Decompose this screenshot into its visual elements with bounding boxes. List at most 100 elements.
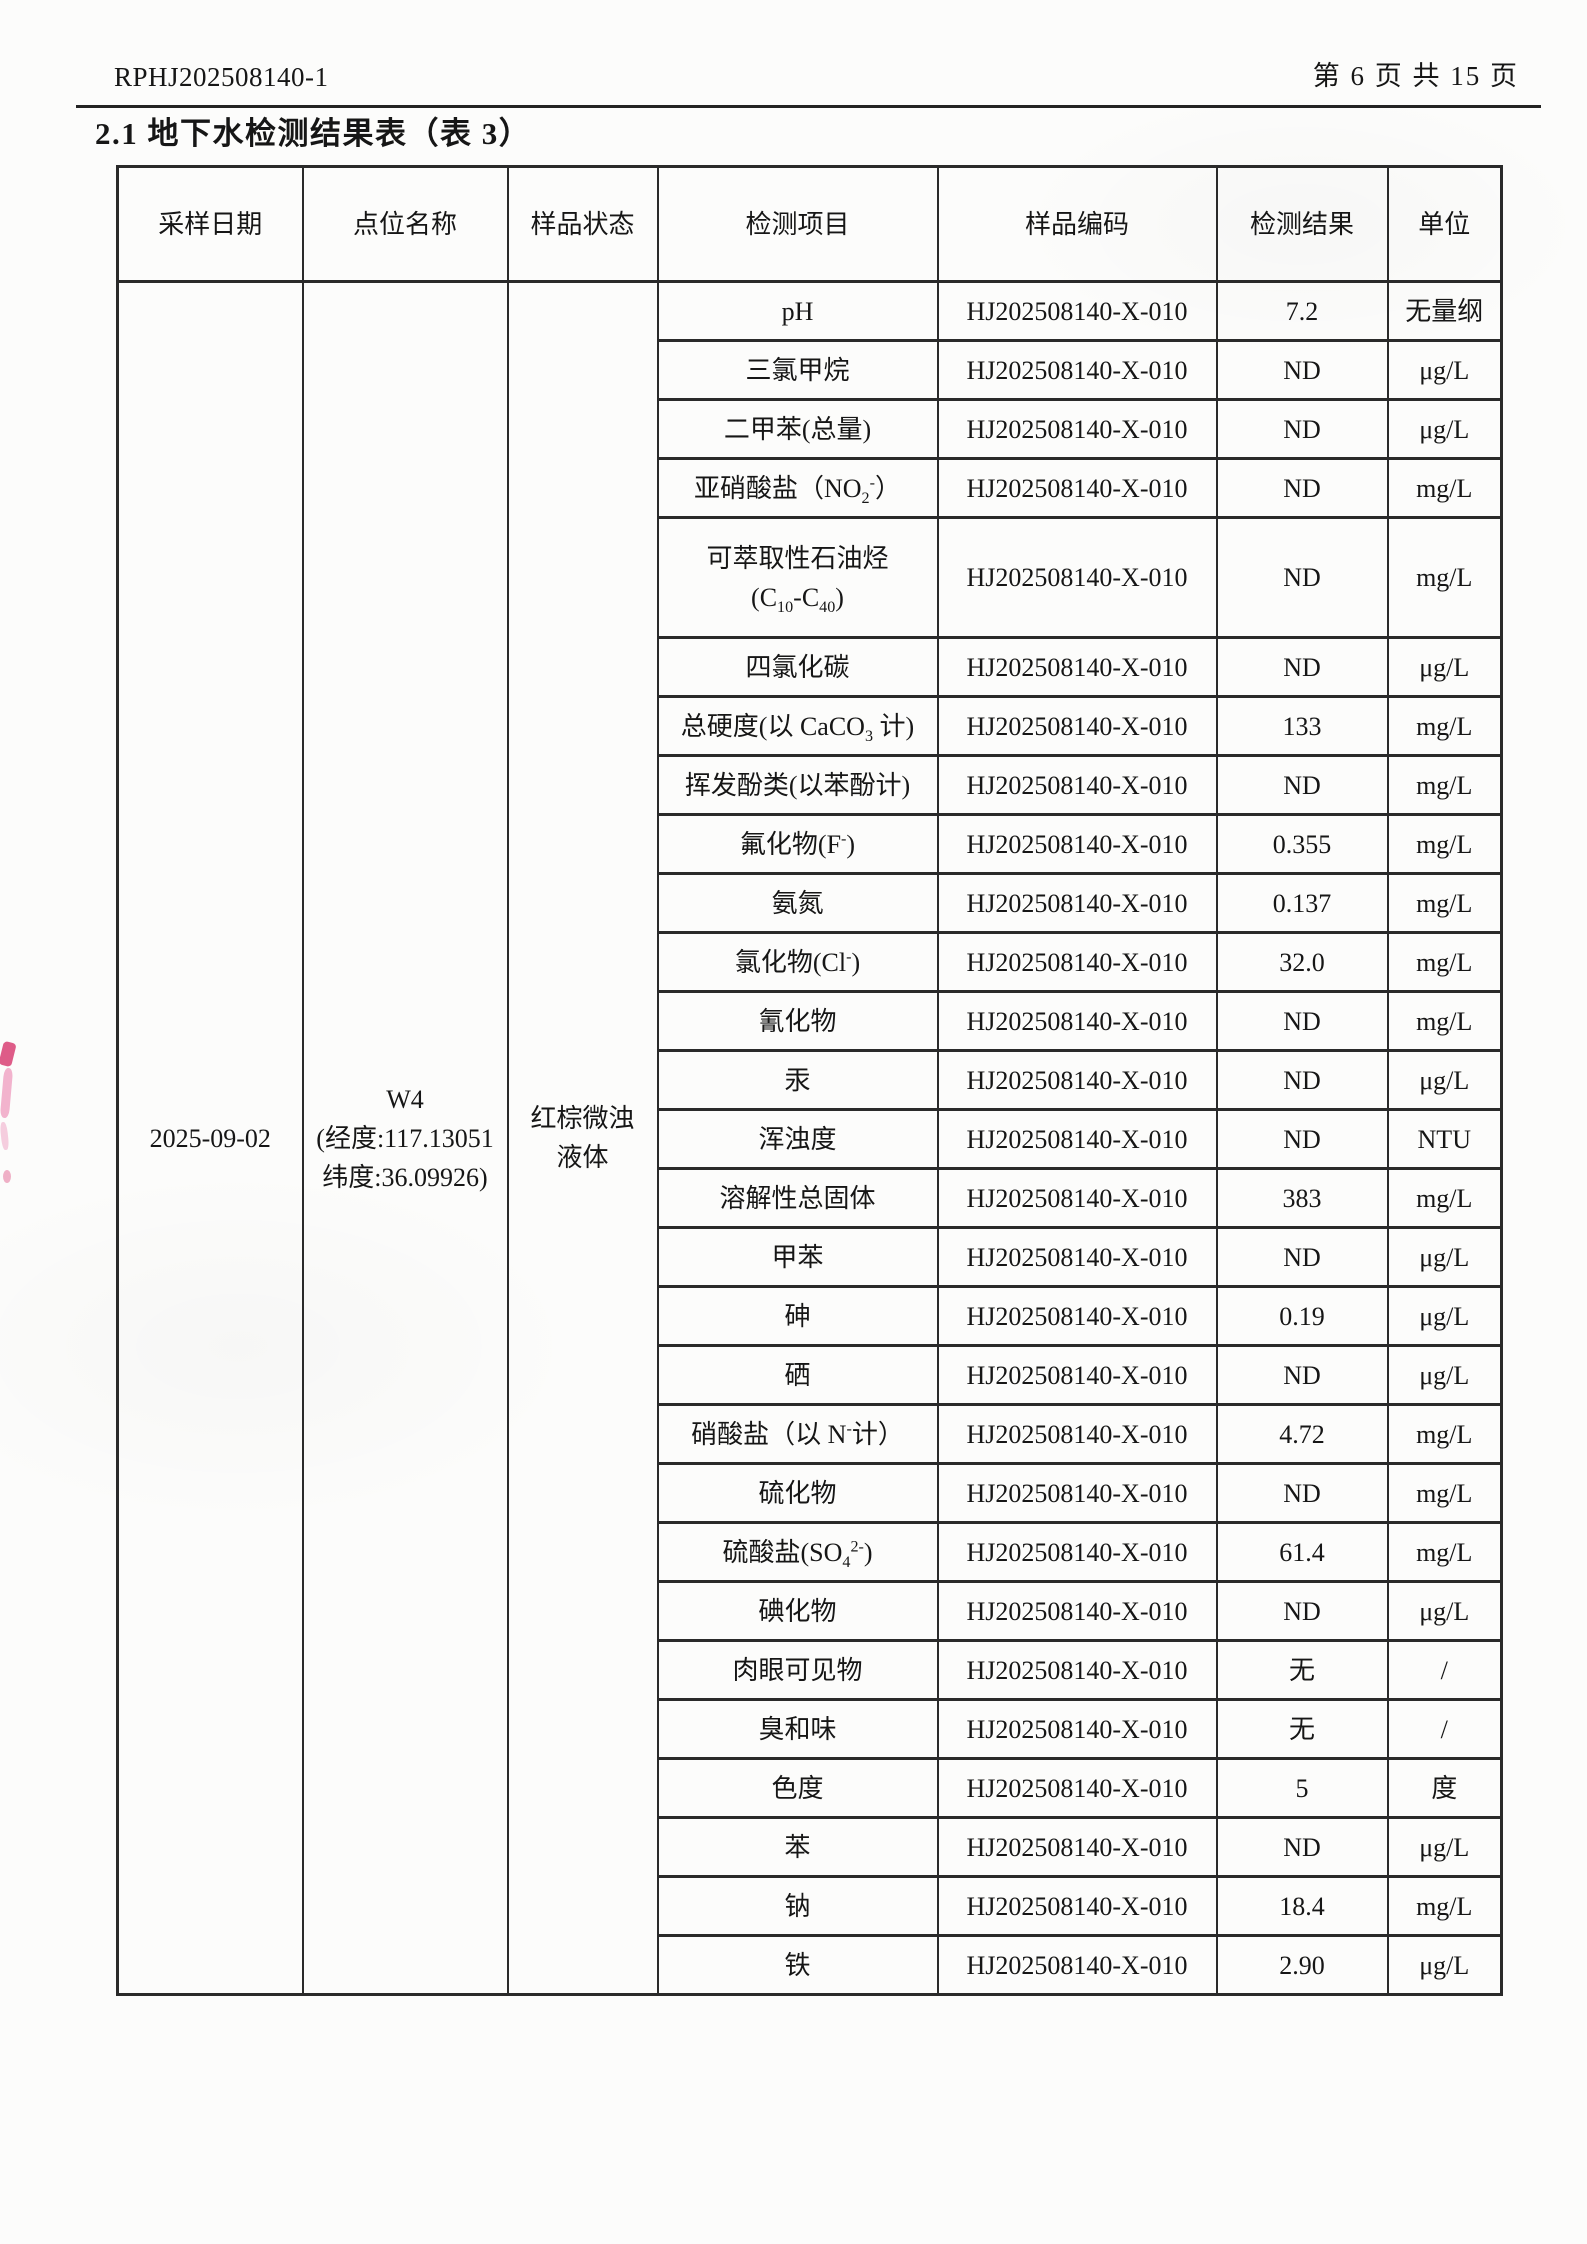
unit-cell: 无量纲 [1386,280,1503,342]
unit-cell: mg/L [1386,516,1503,639]
test-item-cell: 碘化物 [656,1580,939,1642]
table-row: 苯 HJ202508140-X-010 ND μg/L [118,1816,1503,1878]
sample-code-cell: HJ202508140-X-010 [936,457,1218,519]
result-cell: ND [1215,1462,1389,1524]
unit-cell: μg/L [1386,636,1503,698]
result-cell: 无 [1215,1639,1389,1701]
result-cell: 7.2 [1215,280,1389,342]
unit-cell: mg/L [1386,1403,1503,1465]
col-header-test-item: 检测项目 [656,165,939,283]
sample-code-cell: HJ202508140-X-010 [936,1816,1218,1878]
sample-code-cell: HJ202508140-X-010 [936,695,1218,757]
test-item-cell: 砷 [656,1285,939,1347]
sample-code-cell: HJ202508140-X-010 [936,1344,1218,1406]
result-cell: ND [1215,636,1389,698]
test-item-cell: 亚硝酸盐（NO2-） [656,457,939,519]
sample-code-cell: HJ202508140-X-010 [936,813,1218,875]
test-item-cell: 硝酸盐（以 N-计） [656,1403,939,1465]
table-row: 氯化物(Cl-) HJ202508140-X-010 32.0 mg/L [118,931,1503,993]
result-cell: ND [1215,1108,1389,1170]
results-table: 采样日期 点位名称 样品状态 检测项目 样品编码 检测结果 单位 2025-09… [116,165,1503,1996]
result-cell: ND [1215,754,1389,816]
result-cell: 133 [1215,695,1389,757]
test-item-cell: 氟化物(F-) [656,813,939,875]
table-row: 砷 HJ202508140-X-010 0.19 μg/L [118,1285,1503,1347]
table-row: 浑浊度 HJ202508140-X-010 ND NTU [118,1108,1503,1170]
table-row: 氨氮 HJ202508140-X-010 0.137 mg/L [118,872,1503,934]
result-cell: 61.4 [1215,1521,1389,1583]
table-row: 汞 HJ202508140-X-010 ND μg/L [118,1049,1503,1111]
test-item-cell: 苯 [656,1816,939,1878]
test-item-cell: 钠 [656,1875,939,1937]
pink-scan-mark [0,1067,14,1119]
sample-code-cell: HJ202508140-X-010 [936,1639,1218,1701]
sample-code-cell: HJ202508140-X-010 [936,398,1218,460]
sample-code-cell: HJ202508140-X-010 [936,1108,1218,1170]
test-item-cell: 四氯化碳 [656,636,939,698]
unit-cell: μg/L [1386,1049,1503,1111]
unit-cell: mg/L [1386,1462,1503,1524]
table-row: 三氯甲烷 HJ202508140-X-010 ND μg/L [118,339,1503,401]
col-header-sample-code: 样品编码 [936,165,1218,283]
test-item-cell: 硫化物 [656,1462,939,1524]
test-item-cell: 硒 [656,1344,939,1406]
unit-cell: / [1386,1639,1503,1701]
pink-scan-mark [0,1121,10,1151]
test-item-cell: 肉眼可见物 [656,1639,939,1701]
test-item-cell: 氯化物(Cl-) [656,931,939,993]
sample-code-cell: HJ202508140-X-010 [936,1580,1218,1642]
test-item-cell: 挥发酚类(以苯酚计) [656,754,939,816]
result-cell: ND [1215,516,1389,639]
table-row: 臭和味 HJ202508140-X-010 无 / [118,1698,1503,1760]
table-row: 氟化物(F-) HJ202508140-X-010 0.355 mg/L [118,813,1503,875]
unit-cell: NTU [1386,1108,1503,1170]
result-cell: 5 [1215,1757,1389,1819]
report-number: RPHJ202508140-1 [114,62,329,92]
result-cell: ND [1215,1226,1389,1288]
sample-code-cell: HJ202508140-X-010 [936,280,1218,342]
sample-code-cell: HJ202508140-X-010 [936,872,1218,934]
sample-date-cell: 2025-09-02 [116,280,304,1996]
sample-code-cell: HJ202508140-X-010 [936,1462,1218,1524]
col-header-sample-state: 样品状态 [506,165,659,283]
pink-scan-mark [3,1170,11,1183]
sample-code-cell: HJ202508140-X-010 [936,990,1218,1052]
result-cell: ND [1215,1816,1389,1878]
table-body: 2025-09-02 W4 (经度:117.13051 纬度:36.09926) 红… [116,280,1503,1996]
result-cell: ND [1215,398,1389,460]
sample-state-cell: 红棕微浊 液体 [506,280,659,1996]
result-cell: 18.4 [1215,1875,1389,1937]
header-row: 采样日期 点位名称 样品状态 检测项目 样品编码 检测结果 单位 [116,165,1503,283]
sample-code-cell: HJ202508140-X-010 [936,1285,1218,1347]
test-item-cell: 氰化物 [656,990,939,1052]
test-item-cell: 溶解性总固体 [656,1167,939,1229]
result-cell: 383 [1215,1167,1389,1229]
sample-code-cell: HJ202508140-X-010 [936,1875,1218,1937]
page-indicator: 第 6 页 共 15 页 [1312,61,1519,91]
table-row: 挥发酚类(以苯酚计) HJ202508140-X-010 ND mg/L [118,754,1503,816]
unit-cell: mg/L [1386,931,1503,993]
unit-cell: mg/L [1386,990,1503,1052]
result-cell: 0.19 [1215,1285,1389,1347]
test-item-cell: 色度 [656,1757,939,1819]
result-cell: 0.355 [1215,813,1389,875]
unit-cell: 度 [1386,1757,1503,1819]
sample-code-cell: HJ202508140-X-010 [936,636,1218,698]
test-item-cell: 可萃取性石油烃 (C10-C40) [656,516,939,639]
unit-cell: μg/L [1386,1580,1503,1642]
result-cell: ND [1215,339,1389,401]
unit-cell: mg/L [1386,813,1503,875]
sample-code-cell: HJ202508140-X-010 [936,1698,1218,1760]
unit-cell: mg/L [1386,457,1503,519]
unit-cell: mg/L [1386,754,1503,816]
unit-cell: mg/L [1386,1875,1503,1937]
table-row: 肉眼可见物 HJ202508140-X-010 无 / [118,1639,1503,1701]
result-cell: ND [1215,1580,1389,1642]
test-item-cell: 浑浊度 [656,1108,939,1170]
table-row: 氰化物 HJ202508140-X-010 ND mg/L [118,990,1503,1052]
sample-code-cell: HJ202508140-X-010 [936,1757,1218,1819]
table-row: 甲苯 HJ202508140-X-010 ND μg/L [118,1226,1503,1288]
unit-cell: μg/L [1386,1226,1503,1288]
col-header-result: 检测结果 [1215,165,1389,283]
section-title: 2.1 地下水检测结果表（表 3） [95,116,532,151]
